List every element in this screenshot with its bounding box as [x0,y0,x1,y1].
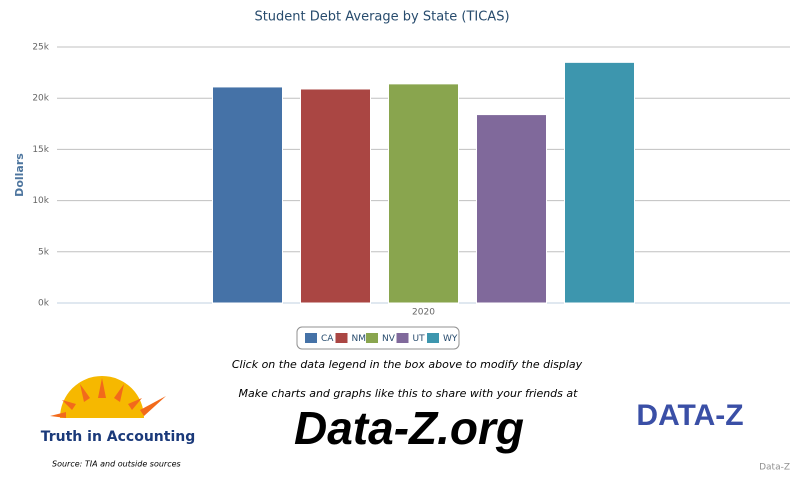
bar [212,86,283,304]
bar [564,61,635,304]
legend-swatch [305,333,317,343]
legend-swatch [366,333,378,343]
bar [300,88,371,304]
y-tick-label: 10k [32,196,49,206]
legend-item[interactable]: NV [366,333,396,344]
y-tick-label: 0k [38,299,50,309]
y-axis-label: Dollars [13,153,26,197]
legend-item[interactable]: CA [305,333,334,344]
legend: CA NM NV UT WY [296,326,460,350]
credit: Data-Z [759,463,790,473]
legend-item[interactable]: UT [396,333,426,344]
bar [476,114,547,304]
y-tick-label: 15k [32,145,49,155]
y-tick-label: 20k [32,94,49,104]
source: Source: TIA and outside sources [52,460,181,469]
hint: Click on the data legend in the box abov… [232,358,583,371]
y-tick-label: 5k [38,247,50,257]
tia-logo [50,376,166,418]
tia-name: Truth in Accounting [41,429,196,445]
chart-title: Student Debt Average by State (TICAS) [254,10,509,25]
legend-swatch [427,333,439,343]
legend-swatch [335,333,348,343]
legend-label: NV [382,334,396,344]
legend-label: WY [443,334,458,344]
promo: Make charts and graphs like this to shar… [239,387,579,400]
legend-label: UT [413,334,426,344]
bar [388,83,459,304]
legend-label: CA [321,334,334,344]
x-tick-label: 2020 [412,308,435,318]
legend-swatch [396,333,409,343]
legend-item[interactable]: WY [427,333,458,344]
brand-logo: DATA-Z [636,399,743,432]
legend-label: NM [352,334,367,344]
y-tick-label: 25k [32,43,49,53]
legend-item[interactable]: NM [335,333,367,344]
site: Data-Z.org [294,402,524,454]
